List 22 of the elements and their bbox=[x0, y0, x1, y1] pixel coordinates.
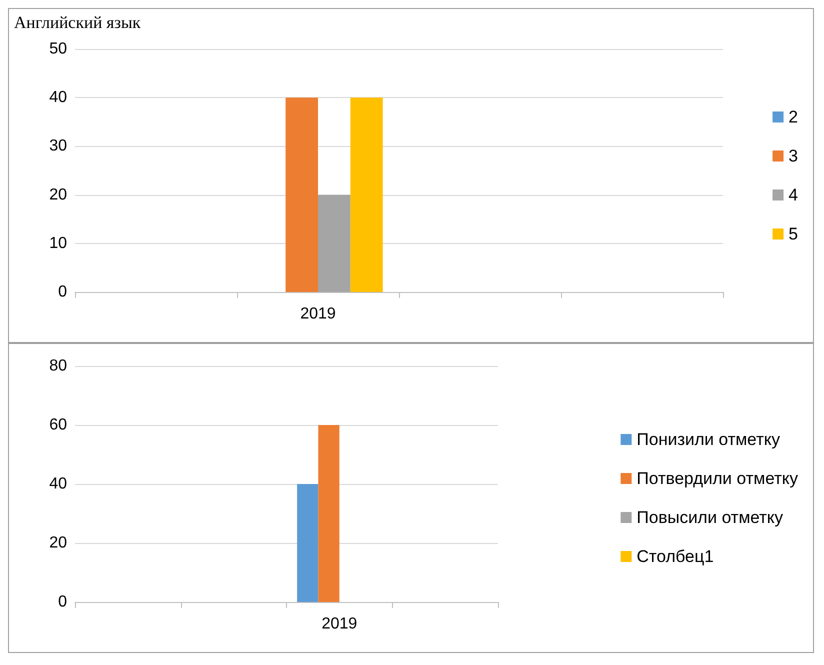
y-tick-label: 80 bbox=[49, 358, 68, 374]
y-tick-label: 0 bbox=[58, 594, 68, 610]
y-tick-label: 20 bbox=[49, 534, 68, 552]
legend-label: 5 bbox=[788, 224, 798, 244]
y-tick-label: 40 bbox=[49, 89, 68, 106]
legend-label: Потвердили отметку bbox=[636, 469, 798, 488]
legend-label: 2 bbox=[788, 108, 798, 126]
y-tick-label: 10 bbox=[49, 234, 68, 252]
y-tick-label: 50 bbox=[49, 40, 68, 58]
legend-label: Повысили отметку bbox=[636, 508, 784, 527]
x-tick-label: 2019 bbox=[300, 306, 336, 322]
chart-title: Английский язык bbox=[14, 13, 142, 32]
legend-label: Понизили отметку bbox=[636, 430, 780, 449]
y-tick-label: 0 bbox=[58, 284, 68, 300]
y-tick-label: 30 bbox=[49, 138, 68, 155]
y-tick-label: 60 bbox=[49, 416, 68, 434]
legend-label: 4 bbox=[788, 186, 798, 204]
legend-label: 3 bbox=[788, 146, 798, 166]
y-tick-label: 20 bbox=[49, 186, 68, 204]
legend-label: Столбец1 bbox=[636, 547, 714, 566]
y-tick-label: 40 bbox=[49, 476, 68, 492]
x-tick-label: 2019 bbox=[322, 616, 358, 632]
